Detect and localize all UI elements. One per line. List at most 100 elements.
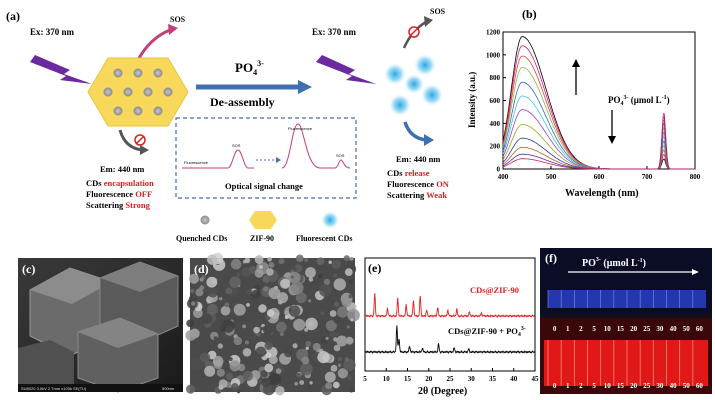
conc-label-top-4: 10 [604, 325, 612, 333]
vial-dividers [547, 290, 694, 386]
sem-scale-text: 500nm [162, 386, 175, 391]
panel-e: (e) 5 10 15 20 25 30 35 40 45 CDs@ZIF-90 CDs@ZIF… [363, 257, 540, 397]
conc-label-bottom-4: 10 [604, 382, 612, 390]
inset-spectrum-right [281, 123, 351, 169]
panel-c-sem-image: SU8020 3.0kV 2.7mm x100k SE(TU) 500nm (c… [18, 258, 183, 393]
xrd-pattern-bottom [364, 325, 536, 355]
x-tick-label: 700 [642, 173, 653, 181]
x-tick-label: 5 [363, 375, 367, 383]
zif90-hexagon [87, 57, 189, 127]
fluorescent-cds-cluster [384, 54, 443, 116]
optical-signal-inset [175, 117, 357, 199]
left-status-2: Fluorescence OFF [86, 189, 152, 199]
y-tick-label: 1200 [486, 29, 501, 37]
conc-label-bottom-10: 50 [683, 382, 691, 390]
panel-a-label: (a) [6, 9, 20, 23]
legend-fluorescent-cds: Fluorescent CDs [296, 234, 353, 243]
left-status-1: CDs encapsulation [86, 178, 154, 188]
inset-sos-left: SOS [232, 143, 241, 148]
inset-spectrum-left [182, 149, 254, 169]
panel-b-xlabel: Wavelength (nm) [565, 188, 639, 199]
panel-b-label: (b) [522, 7, 537, 21]
right-status-list: CDs release Fluorescence ON Scattering W… [387, 168, 450, 200]
panel-b-y-ticks: 0 200 400 600 800 1000 1200 [486, 29, 506, 174]
x-tick-label: 35 [489, 375, 497, 383]
y-tick-label: 800 [490, 74, 501, 82]
conc-label-bottom-8: 30 [656, 382, 664, 390]
right-status-3: Scattering Weak [387, 190, 447, 200]
conc-label-top-8: 30 [656, 325, 664, 333]
conc-label-bottom-11: 60 [696, 382, 704, 390]
inset-caption: Optical signal change [225, 181, 303, 191]
sem-footer-text: SU8020 3.0kV 2.7mm x100k SE(TU) [21, 386, 87, 391]
conc-label-bottom-0: 0 [553, 382, 557, 390]
laser-bolt-right-icon [316, 55, 376, 84]
emission-arrow-icon [118, 129, 143, 152]
x-tick-label: 25 [447, 375, 455, 383]
laser-bolt-icon [30, 55, 92, 84]
x-tick-label: 45 [532, 375, 540, 383]
conc-label-top-10: 50 [683, 325, 691, 333]
process-label: De-assembly [210, 95, 275, 109]
emission-arrowhead-icon [140, 145, 149, 155]
left-status-3: Scattering Strong [86, 200, 151, 210]
left-status-list: CDs encapsulation Fluorescence OFF Scatt… [86, 178, 154, 210]
inset-fl-left: Fluorescence [184, 160, 209, 165]
panel-c-label: (c) [22, 262, 35, 276]
inset-fl-right: Fluorescence [288, 126, 313, 131]
emission-right-arrow-icon [403, 121, 427, 142]
panel-b-ylabel: Intensity (a.u.) [467, 72, 477, 128]
conc-label-bottom-9: 40 [670, 382, 678, 390]
legend-fluorescent-cd-icon [321, 211, 339, 229]
x-tick-label: 400 [498, 173, 509, 181]
panel-e-series-top: CDs@ZIF-90 [470, 285, 519, 295]
panel-e-axes-frame [364, 257, 536, 372]
panel-e-label: (e) [368, 261, 381, 275]
y-tick-label: 1000 [486, 51, 501, 59]
x-tick-label: 800 [690, 173, 701, 181]
xrd-pattern-top [364, 293, 536, 318]
reagent-label: PO43- [235, 59, 264, 77]
conc-label-top-0: 0 [553, 325, 557, 333]
vials-red-row [544, 340, 708, 386]
panel-d-label: (d) [194, 262, 209, 276]
legend-zif90: ZIF-90 [250, 234, 274, 243]
ex-right-label: Ex: 370 nm [312, 27, 357, 37]
sos-arrowhead-icon [168, 24, 178, 35]
conc-label-top-7: 25 [643, 325, 651, 333]
sos-arrow-icon [136, 28, 171, 61]
conc-label-top-5: 15 [617, 325, 625, 333]
legend-quenched-cds: Quenched CDs [176, 234, 227, 243]
panel-f-label: (f) [545, 251, 557, 265]
y-tick-label: 0 [497, 166, 501, 174]
right-status-2: Fluorescence ON [387, 179, 450, 189]
legend-quenched-cd-icon [200, 215, 210, 225]
panel-b-curves [502, 36, 695, 170]
right-status-1: CDs release [387, 168, 430, 178]
x-tick-label: 20 [425, 375, 433, 383]
sos-left-label: SOS [170, 15, 186, 24]
em-left-label: Em: 440 nm [100, 164, 144, 174]
conc-label-bottom-1: 1 [566, 382, 570, 390]
panel-b: (b) 0 200 400 600 800 1000 1200 400 500 600 700 80… [467, 7, 701, 199]
x-tick-label: 500 [546, 173, 557, 181]
panel-e-series-bottom: CDs@ZIF-90 + PO43- [448, 326, 526, 338]
panel-a: (a) Ex: 370 nm SOS Em: 440 nm CDs encaps… [6, 7, 450, 243]
inset-sos-right: SOS [336, 153, 345, 158]
conc-label-top-6: 20 [630, 325, 638, 333]
y-tick-label: 600 [490, 97, 501, 105]
panel-f-title: PO3- (μmol L-1) [582, 257, 646, 269]
legend-zif90-icon [249, 211, 277, 229]
conc-label-bottom-5: 15 [617, 382, 625, 390]
x-tick-label: 10 [383, 375, 391, 383]
panel-d-particle-texture [185, 252, 360, 396]
conc-label-top-11: 60 [696, 325, 704, 333]
ex-left-label: Ex: 370 nm [30, 27, 75, 37]
concentration-labels-bottom: 0 1 2 5 10 15 20 25 30 40 50 60 [553, 382, 704, 390]
conc-label-bottom-7: 25 [643, 382, 651, 390]
x-tick-label: 600 [594, 173, 605, 181]
conc-label-top-2: 2 [579, 325, 583, 333]
x-tick-label: 30 [468, 375, 476, 383]
